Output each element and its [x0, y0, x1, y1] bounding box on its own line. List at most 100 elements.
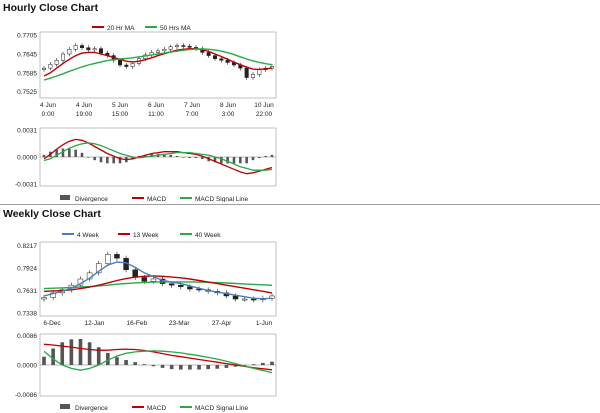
- hm-divergence-bar: [169, 154, 172, 157]
- hp-x-tick-0: 4 Jun: [40, 102, 56, 109]
- hp-candle-body: [86, 47, 91, 51]
- wp-x-tick-3: 23-Mar: [169, 320, 190, 327]
- hp-candle-body: [124, 64, 129, 67]
- hp-y-tick-2: 0.7585: [17, 70, 37, 77]
- wm-macd-line: [43, 343, 273, 371]
- hp-x-tick-2: 15:00: [112, 111, 129, 118]
- hp-candle-body: [225, 60, 230, 63]
- hm-divergence-bar: [213, 157, 217, 163]
- wp-candle-body: [241, 298, 248, 301]
- hm-divergence-bar: [55, 149, 58, 157]
- hm-divergence-bar: [74, 149, 77, 157]
- hm-y-tick-0: 0.0031: [17, 127, 37, 134]
- wm-divergence-bar: [178, 365, 183, 370]
- wp-plot-frame: [39, 241, 277, 317]
- weekly-macd-chart: 0.0086 0.0000 -0.0086 Divergence MACD MACD Si…: [15, 333, 277, 412]
- wm-signal-line: [43, 350, 273, 374]
- wm-divergence-bar: [206, 365, 210, 370]
- wp-y-tick-3: 0.7338: [17, 311, 37, 318]
- hp-candle-body: [98, 48, 104, 54]
- hp-plot-frame: [39, 31, 277, 99]
- hm-divergence-bar: [112, 157, 115, 164]
- hm-macd-line: [43, 138, 273, 175]
- wm-divergence-bar: [60, 342, 65, 365]
- wp-candle-body: [114, 254, 120, 259]
- hp-candle-body: [187, 45, 192, 48]
- wm-divergence-bar: [151, 365, 156, 367]
- hp-candle-body: [250, 74, 256, 78]
- hm-divergence-bar: [144, 154, 147, 157]
- hp-x-tick-6: 22:00: [256, 111, 273, 118]
- wp-x-tick-4: 27-Apr: [212, 320, 232, 327]
- hourly-section-title: Hourly Close Chart: [3, 2, 99, 14]
- wp-candle-body: [41, 297, 47, 300]
- hp-ma20-line: [43, 48, 273, 77]
- hm-divergence-bar: [194, 157, 198, 159]
- wp-candle-body: [251, 298, 257, 301]
- wp-candle-body: [168, 283, 175, 286]
- hp-candle-body: [73, 45, 78, 50]
- hm-divergence-bar: [182, 157, 185, 158]
- hp-legend-20hr-label: 20 Hr MA: [107, 25, 135, 32]
- hm-divergence-bar: [68, 148, 71, 157]
- wp-wk13-line: [43, 275, 273, 294]
- wm-divergence-bar: [78, 338, 83, 365]
- hm-divergence-bar: [239, 157, 242, 164]
- wp-candle-body: [95, 263, 102, 274]
- hm-divergence-bar: [61, 148, 65, 157]
- hp-x-tick-6: 10 Jun: [254, 102, 274, 109]
- wm-divergence-bar: [215, 365, 220, 369]
- hm-divergence-bar: [175, 155, 179, 157]
- hp-x-tick-2: 5 Jun: [112, 102, 128, 109]
- section-divider: [0, 204, 600, 205]
- hp-candle-body: [92, 48, 97, 51]
- wp-y-tick-0: 0.8217: [17, 243, 37, 250]
- hm-divergence-bar: [270, 154, 274, 157]
- wm-divergence-bar: [142, 364, 147, 365]
- wm-legend-divergence-label: Divergence: [75, 405, 108, 412]
- hm-divergence-bar: [163, 153, 166, 157]
- hm-divergence-bar: [188, 157, 191, 159]
- hm-divergence-bar: [251, 157, 255, 161]
- wm-divergence-bar: [233, 365, 238, 367]
- weekly-price-chart: 4 Week 13 Week 40 Week 0.8217 0.7924 0.7631 0.…: [17, 232, 277, 327]
- wp-candle-body: [150, 278, 157, 282]
- hm-legend-divergence-swatch: [60, 195, 70, 200]
- wp-legend-40wk-label: 40 Week: [195, 232, 221, 239]
- wp-x-tick-1: 12-Jan: [84, 320, 104, 327]
- wp-y-tick-1: 0.7924: [17, 265, 37, 272]
- hm-legend-signal-label: MACD Signal Line: [195, 196, 248, 202]
- wm-divergence-bar: [124, 360, 128, 365]
- hm-divergence-bar: [245, 157, 248, 164]
- wp-candle-body: [232, 295, 239, 300]
- hp-candle-body: [117, 60, 123, 66]
- wp-wk4-line: [43, 261, 273, 300]
- weekly-section-title: Weekly Close Chart: [3, 208, 101, 220]
- hm-divergence-bar: [150, 153, 153, 157]
- hp-x-tick-5: 3:00: [222, 111, 235, 118]
- hp-x-tick-3: 6 Jun: [148, 102, 164, 109]
- weekly-pivot-chart: 0.77540.76850.76150.75460.74770.77310.76…: [0, 228, 300, 412]
- hp-x-tick-1: 19:00: [76, 111, 93, 118]
- wp-candle-body: [105, 254, 111, 264]
- wm-divergence-bar: [87, 342, 92, 365]
- hp-candle-body: [174, 45, 180, 48]
- hp-x-tick-5: 8 Jun: [220, 102, 236, 109]
- hp-candle-body: [162, 49, 167, 52]
- hp-candle-body: [79, 45, 85, 48]
- hp-candle-body: [130, 63, 135, 67]
- wp-wk40-line: [43, 281, 273, 290]
- hm-divergence-bar: [258, 157, 261, 159]
- wm-divergence-bar: [197, 365, 201, 370]
- hm-divergence-bar: [42, 154, 46, 157]
- wm-legend-macd-label: MACD: [147, 405, 166, 412]
- wm-divergence-bar: [261, 362, 265, 365]
- wm-divergence-bar: [188, 365, 192, 370]
- hm-divergence-bar: [87, 157, 90, 158]
- hm-divergence-bar: [80, 152, 84, 157]
- hp-y-tick-0: 0.7705: [17, 33, 37, 40]
- wm-divergence-bar: [251, 364, 256, 365]
- wm-divergence-bar: [160, 365, 165, 368]
- wm-divergence-bar: [51, 348, 55, 365]
- hm-divergence-bar: [131, 157, 134, 160]
